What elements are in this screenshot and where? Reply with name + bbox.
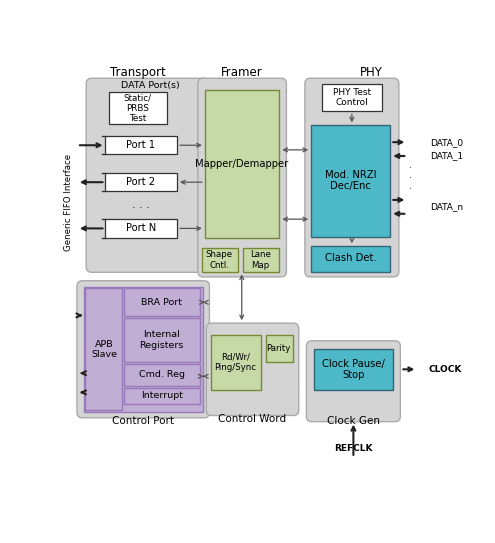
FancyBboxPatch shape <box>205 90 280 238</box>
FancyBboxPatch shape <box>77 281 209 418</box>
FancyBboxPatch shape <box>322 84 382 111</box>
Text: Clock Pause/
Stop: Clock Pause/ Stop <box>322 358 385 380</box>
FancyBboxPatch shape <box>211 334 261 390</box>
FancyBboxPatch shape <box>198 78 287 277</box>
FancyBboxPatch shape <box>124 364 200 386</box>
Text: Lane
Map: Lane Map <box>250 250 271 270</box>
Text: Interrupt: Interrupt <box>141 391 183 400</box>
Text: Clash Det.: Clash Det. <box>325 254 376 263</box>
Text: Port 1: Port 1 <box>126 140 155 150</box>
Text: Generic FIFO Interface: Generic FIFO Interface <box>64 154 73 251</box>
Text: DATA_0: DATA_0 <box>430 138 463 147</box>
Text: PHY Test
Control: PHY Test Control <box>333 88 371 107</box>
Text: Mapper/Demapper: Mapper/Demapper <box>195 159 289 169</box>
Text: DATA_n: DATA_n <box>430 203 463 211</box>
FancyBboxPatch shape <box>314 349 393 390</box>
FancyBboxPatch shape <box>306 341 400 422</box>
FancyBboxPatch shape <box>311 246 391 272</box>
Text: DATA Port(s): DATA Port(s) <box>121 81 180 90</box>
FancyBboxPatch shape <box>86 78 209 272</box>
Text: Static/
PRBS
Test: Static/ PRBS Test <box>124 93 152 123</box>
FancyBboxPatch shape <box>202 248 238 272</box>
FancyBboxPatch shape <box>109 92 167 124</box>
Text: Mod. NRZI
Dec/Enc: Mod. NRZI Dec/Enc <box>325 170 376 192</box>
Text: Rd/Wr/
Ping/Sync: Rd/Wr/ Ping/Sync <box>215 353 256 372</box>
Text: Transport: Transport <box>110 66 166 79</box>
FancyBboxPatch shape <box>305 78 399 277</box>
Text: REFCLK: REFCLK <box>334 444 373 453</box>
Text: ·
·
·: · · · <box>409 164 412 194</box>
Text: Cmd. Reg: Cmd. Reg <box>139 370 185 379</box>
Text: Internal
Registers: Internal Registers <box>140 330 184 350</box>
FancyBboxPatch shape <box>243 248 279 272</box>
Text: Control Word: Control Word <box>218 414 287 425</box>
FancyBboxPatch shape <box>84 287 203 412</box>
FancyBboxPatch shape <box>105 219 177 238</box>
Text: DATA_1: DATA_1 <box>430 151 463 161</box>
FancyBboxPatch shape <box>206 323 298 415</box>
Text: Control Port: Control Port <box>112 416 174 426</box>
Text: Clock Gen: Clock Gen <box>327 416 380 426</box>
Text: · · ·: · · · <box>132 204 150 213</box>
Text: Port 2: Port 2 <box>126 177 155 187</box>
FancyBboxPatch shape <box>124 388 200 404</box>
Text: Framer: Framer <box>221 66 263 79</box>
FancyBboxPatch shape <box>105 173 177 192</box>
FancyBboxPatch shape <box>124 318 200 362</box>
Text: CLOCK: CLOCK <box>428 365 461 374</box>
FancyBboxPatch shape <box>105 136 177 154</box>
Text: Port N: Port N <box>126 223 156 233</box>
FancyBboxPatch shape <box>86 288 122 410</box>
FancyBboxPatch shape <box>266 334 293 362</box>
Text: APB
Slave: APB Slave <box>91 339 117 359</box>
Text: Parity: Parity <box>266 344 291 353</box>
Text: Shape
Cntl.: Shape Cntl. <box>206 250 233 270</box>
FancyBboxPatch shape <box>311 125 391 237</box>
Text: BRA Port: BRA Port <box>141 298 182 307</box>
FancyBboxPatch shape <box>124 288 200 316</box>
Text: PHY: PHY <box>360 66 383 79</box>
